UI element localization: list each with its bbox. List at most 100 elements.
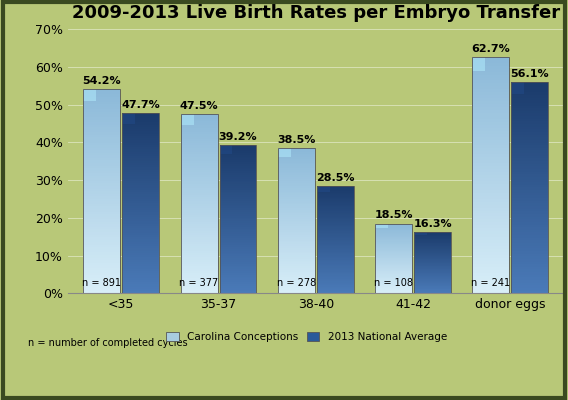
Bar — [83, 286, 120, 288]
Bar — [122, 250, 159, 253]
Bar — [317, 254, 354, 256]
Bar — [317, 257, 354, 258]
Bar — [219, 221, 257, 223]
Bar — [317, 274, 354, 276]
Bar — [83, 206, 120, 209]
Bar — [278, 197, 315, 199]
Bar — [83, 107, 120, 109]
Bar — [278, 166, 315, 168]
Bar — [375, 260, 412, 261]
Bar — [473, 272, 509, 276]
Bar — [317, 261, 354, 262]
Bar — [219, 238, 257, 240]
Bar — [511, 267, 548, 270]
Bar — [278, 195, 315, 197]
Bar — [278, 168, 315, 170]
Bar — [278, 162, 315, 164]
Bar — [278, 164, 315, 166]
Bar — [473, 57, 509, 60]
Bar — [122, 266, 159, 268]
Bar — [317, 218, 354, 219]
Bar — [122, 255, 159, 257]
Bar — [317, 230, 354, 232]
Bar — [122, 167, 159, 170]
Bar — [83, 163, 120, 166]
Bar — [219, 179, 257, 180]
Bar — [473, 116, 509, 119]
Bar — [83, 283, 120, 286]
Bar — [473, 246, 509, 249]
Bar — [473, 240, 509, 243]
Bar — [181, 291, 218, 293]
Bar — [511, 129, 548, 132]
Bar — [317, 265, 354, 266]
Bar — [414, 237, 451, 238]
Bar — [317, 269, 354, 270]
Bar — [122, 192, 159, 194]
Bar — [473, 249, 509, 252]
Bar — [122, 170, 159, 172]
Bar — [219, 168, 257, 170]
Bar — [181, 208, 218, 210]
Bar — [414, 245, 451, 246]
Bar — [317, 249, 354, 250]
Bar — [511, 103, 548, 106]
Text: 56.1%: 56.1% — [511, 69, 549, 79]
Bar — [83, 166, 120, 168]
Bar — [83, 130, 120, 132]
Bar — [181, 181, 218, 184]
Bar — [122, 260, 159, 262]
Bar — [375, 282, 412, 283]
Bar — [278, 192, 315, 194]
Text: 54.2%: 54.2% — [82, 76, 121, 86]
Bar — [278, 202, 315, 204]
Bar — [219, 290, 257, 292]
Bar — [181, 128, 218, 130]
Bar — [181, 244, 218, 246]
Bar — [317, 207, 354, 209]
Bar — [414, 268, 451, 269]
Bar — [511, 140, 548, 142]
Text: n = number of completed cycles: n = number of completed cycles — [28, 338, 187, 348]
Bar — [511, 238, 548, 240]
Bar — [122, 232, 159, 235]
Bar — [122, 165, 159, 167]
Bar — [122, 275, 159, 278]
Bar — [83, 222, 120, 224]
Bar — [122, 291, 159, 293]
Bar — [414, 243, 451, 244]
Bar — [83, 258, 120, 260]
Bar — [278, 148, 291, 157]
Text: n = 108: n = 108 — [374, 278, 413, 288]
Bar — [278, 264, 315, 266]
Bar — [181, 186, 218, 188]
Bar — [83, 104, 120, 107]
Bar — [122, 156, 159, 158]
Bar — [181, 150, 218, 152]
Bar — [473, 166, 509, 169]
Bar — [181, 204, 218, 206]
Bar — [511, 158, 548, 161]
Bar — [375, 283, 412, 284]
Bar — [181, 269, 218, 271]
Bar — [473, 267, 509, 270]
Bar — [83, 214, 120, 217]
Bar — [181, 246, 218, 248]
Bar — [181, 202, 218, 204]
Bar — [317, 233, 354, 234]
Bar — [473, 134, 509, 137]
Bar — [473, 181, 509, 184]
Bar — [181, 222, 218, 224]
Bar — [375, 255, 412, 256]
Bar — [122, 246, 159, 248]
Bar — [317, 246, 354, 248]
Bar — [375, 226, 412, 227]
Bar — [414, 289, 451, 290]
Bar — [414, 275, 451, 276]
Bar — [473, 231, 509, 234]
Bar — [317, 236, 354, 237]
Bar — [414, 256, 451, 257]
Bar — [219, 243, 257, 245]
Bar — [83, 245, 120, 247]
Bar — [511, 100, 548, 103]
